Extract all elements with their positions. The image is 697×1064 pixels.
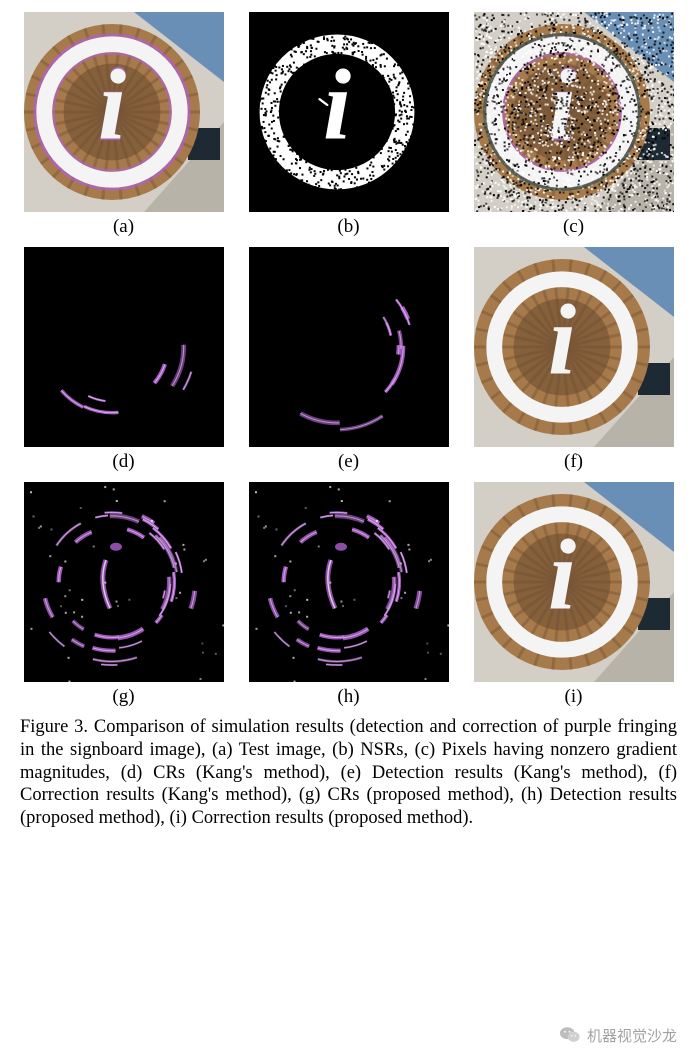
panel-label-i: (i) <box>565 686 583 709</box>
wechat-icon <box>559 1024 581 1046</box>
panel-label-g: (g) <box>112 686 134 709</box>
panel-label-c: (c) <box>563 216 584 239</box>
figure-panel-h: (h) <box>245 482 452 709</box>
panel-label-b: (b) <box>337 216 359 239</box>
panel-label-h: (h) <box>337 686 359 709</box>
figure-panel-b: i(b) <box>245 12 452 239</box>
figure-panel-c: ii(c) <box>470 12 677 239</box>
figure-panel-f: i (f) <box>470 247 677 474</box>
figure-panel-i: i (i) <box>470 482 677 709</box>
figure-panel-d: (d) <box>20 247 227 474</box>
figure-grid: ii(a)i(b)ii(c)(d)(e)i(f)(g)(h)i(i) <box>20 12 677 708</box>
svg-text:i: i <box>547 283 575 395</box>
figure-panel-a: ii(a) <box>20 12 227 239</box>
panel-label-a: (a) <box>113 216 134 239</box>
figure-panel-g: (g) <box>20 482 227 709</box>
panel-label-d: (d) <box>112 451 134 474</box>
watermark-text: 机器视觉沙龙 <box>587 1025 677 1046</box>
watermark: 机器视觉沙龙 <box>559 1024 677 1046</box>
panel-label-f: (f) <box>564 451 583 474</box>
svg-text:i: i <box>97 48 125 160</box>
figure-panel-e: (e) <box>245 247 452 474</box>
svg-text:i: i <box>547 518 575 630</box>
panel-label-e: (e) <box>338 451 359 474</box>
figure-caption: Figure 3. Comparison of simulation resul… <box>20 716 677 829</box>
